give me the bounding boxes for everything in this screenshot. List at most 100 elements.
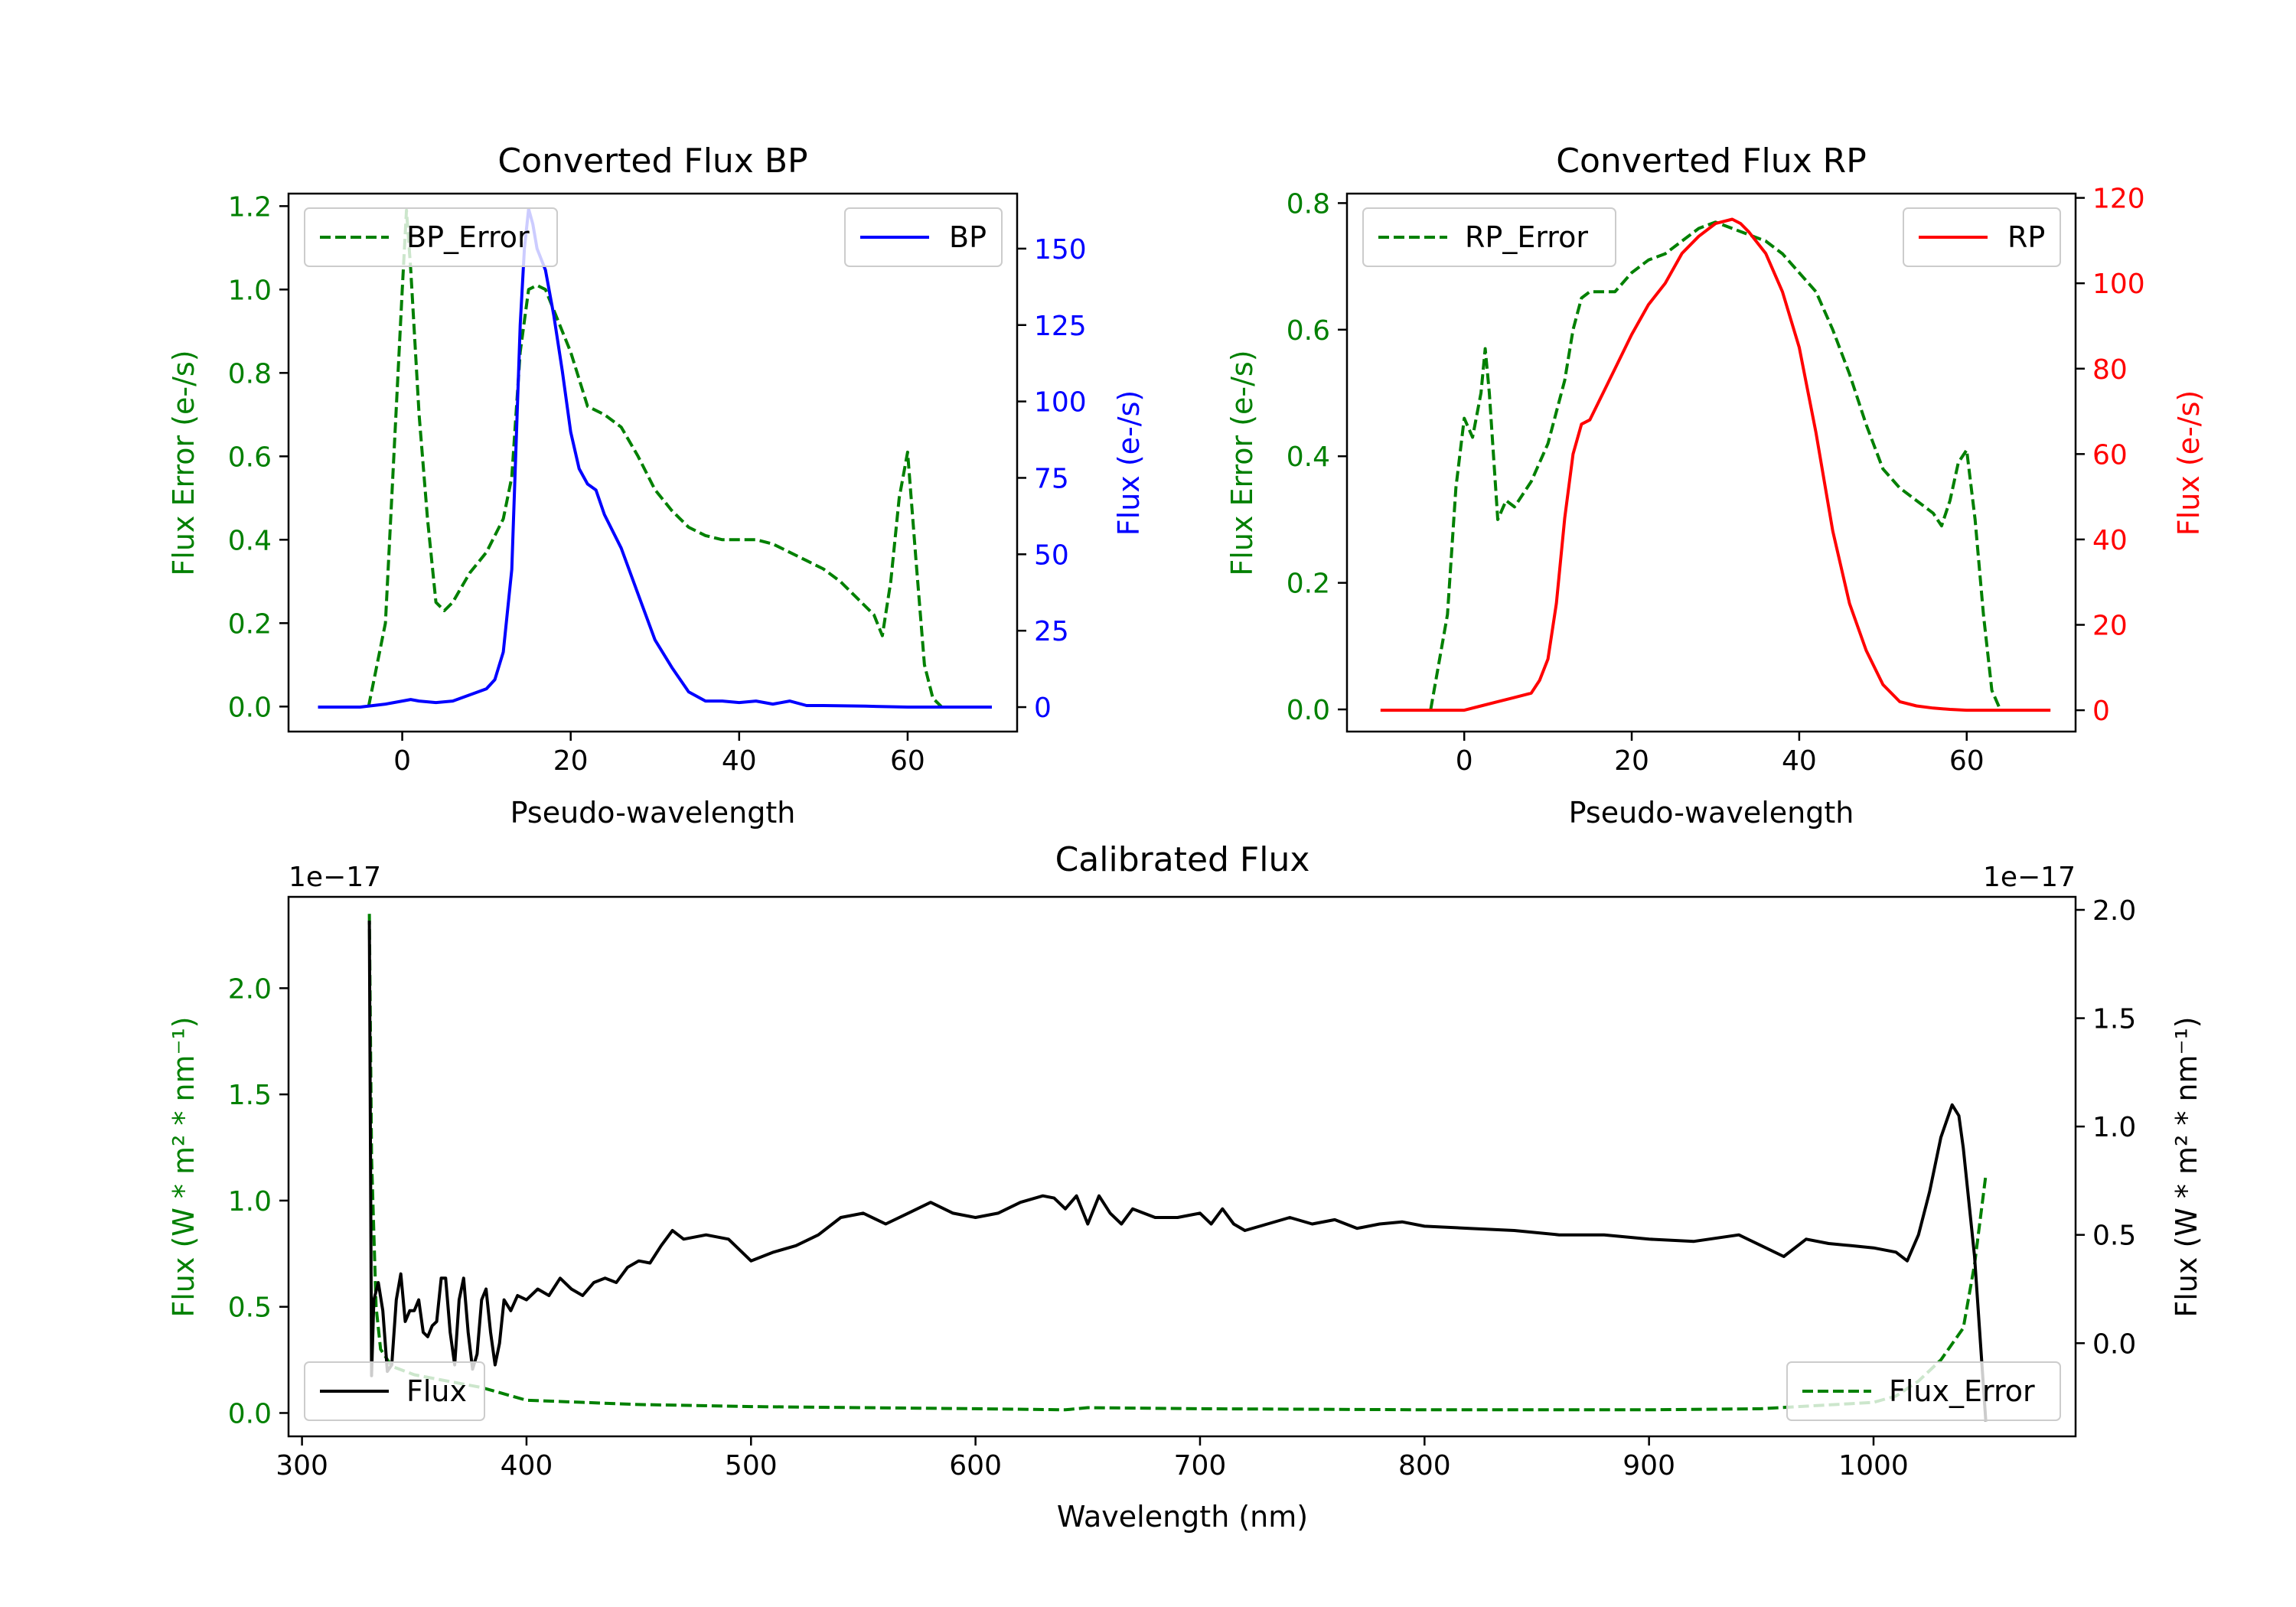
cal-ytick-left-label: 0.0 [228,1398,272,1429]
rp-ylabel-left: Flux Error (e-/s) [1225,350,1259,575]
panel-calibrated: Calibrated Flux Wavelength (nm) Flux (W … [167,840,2203,1534]
bp-legend-error: BP_Error [304,207,558,267]
bp-legend-flux-label: BP [949,220,987,254]
bp-ytick-right-label: 125 [1034,311,1087,342]
rp-yticks-left: 0.0 0.2 0.4 0.6 0.8 [1287,188,1347,726]
bp-xtick-label: 20 [553,745,589,777]
bp-ytick-right-label: 100 [1034,387,1087,419]
rp-ytick-right-label: 80 [2092,354,2128,386]
rp-legend-error: RP_Error [1362,207,1616,267]
bp-axes-frame [287,192,1019,733]
rp-ytick-left-label: 0.0 [1287,695,1330,726]
cal-ytick-right-label: 1.5 [2092,1004,2136,1035]
cal-offset-right: 1e−17 [1983,862,2076,893]
rp-yticks-right: 0 20 40 60 80 100 120 [2076,184,2145,727]
bp-ylabel-left: Flux Error (e-/s) [167,350,201,575]
rp-series-rp-error [1429,220,2002,710]
cal-xticks: 300 400 500 600 700 800 900 1000 [276,1436,1909,1482]
cal-ytick-left-label: 2.0 [228,973,272,1005]
bp-title: Converted Flux BP [497,142,807,181]
cal-xtick-label: 700 [1174,1450,1227,1482]
rp-legend-flux-label: RP [2007,220,2045,254]
cal-ylabel-left: Flux (W * m² * nm⁻¹) [167,1016,201,1317]
cal-xtick-label: 600 [949,1450,1002,1482]
rp-axes-frame [1345,192,2077,733]
bp-series-bp-error [367,208,943,708]
cal-legend-error-box [1786,1361,2061,1421]
cal-axes-frame [287,895,2077,1438]
cal-yticks-right: 0.0 0.5 1.0 1.5 2.0 [2076,895,2136,1360]
rp-ytick-left-label: 0.4 [1287,442,1330,473]
cal-xlabel: Wavelength (nm) [1057,1500,1308,1534]
rp-ytick-right-label: 20 [2092,611,2128,642]
rp-legend-flux: RP [1903,207,2061,267]
cal-title: Calibrated Flux [1055,840,1310,879]
bp-yticks-left: 0.0 0.2 0.4 0.6 0.8 1.0 1.2 [228,191,289,723]
bp-xtick-label: 60 [890,745,925,777]
cal-ytick-right-label: 0.5 [2092,1221,2136,1252]
rp-xtick-label: 40 [1782,745,1817,777]
bp-legend-error-box [304,207,558,267]
bp-ytick-left-label: 1.2 [228,191,272,223]
cal-ytick-left-label: 0.5 [228,1292,272,1324]
cal-xtick-label: 300 [276,1450,328,1482]
cal-ytick-right-label: 2.0 [2092,895,2136,927]
rp-ytick-right-label: 120 [2092,184,2145,215]
bp-ytick-left-label: 0.0 [228,692,272,723]
cal-legend-flux-label: Flux [406,1374,467,1408]
rp-ylabel-right: Flux (e-/s) [2172,390,2206,536]
cal-yticks-left: 0.0 0.5 1.0 1.5 2.0 [228,973,289,1429]
bp-ytick-right-label: 150 [1034,234,1087,266]
bp-xtick-label: 40 [722,745,757,777]
bp-legend-flux: BP [844,207,1003,267]
bp-legend-error-label: BP_Error [406,220,530,254]
cal-xtick-label: 1000 [1838,1450,1909,1482]
rp-xticks: 0 20 40 60 [1456,732,1985,777]
rp-series-rp [1380,217,2051,712]
bp-xtick-label: 0 [393,745,411,777]
bp-ytick-right-label: 0 [1034,693,1052,724]
bp-xticks: 0 20 40 60 [393,732,925,777]
cal-ytick-right-label: 0.0 [2092,1328,2136,1360]
rp-legend-error-box [1362,207,1616,267]
rp-plot-area [1380,217,2051,712]
rp-ytick-right-label: 0 [2092,696,2110,727]
rp-legend-error-label: RP_Error [1465,220,1588,254]
bp-ytick-left-label: 0.4 [228,525,272,556]
rp-ytick-right-label: 60 [2092,439,2128,471]
rp-xtick-label: 60 [1949,745,1985,777]
rp-ytick-left-label: 0.6 [1287,315,1330,347]
bp-ytick-right-label: 50 [1034,539,1069,571]
bp-ytick-left-label: 0.2 [228,608,272,640]
bp-ytick-left-label: 0.6 [228,442,272,473]
cal-xtick-label: 900 [1623,1450,1675,1482]
bp-ytick-right-label: 75 [1034,463,1069,494]
cal-series-flux [367,921,1988,1422]
cal-ytick-left-label: 1.0 [228,1186,272,1217]
rp-ytick-left-label: 0.8 [1287,188,1330,220]
cal-legend-flux: Flux [304,1361,485,1421]
rp-xtick-label: 20 [1614,745,1649,777]
panel-bp: Converted Flux BP Pseudo-wavelength Flux… [167,142,1146,830]
bp-yticks-right: 0 25 50 75 100 125 150 [1017,234,1087,724]
cal-legend-error-label: Flux_Error [1889,1374,2035,1408]
cal-ylabel-right: Flux (W * m² * nm⁻¹) [2170,1016,2203,1317]
bp-ytick-left-label: 1.0 [228,275,272,306]
bp-ytick-right-label: 25 [1034,616,1069,647]
rp-xtick-label: 0 [1456,745,1473,777]
bp-ytick-left-label: 0.8 [228,358,272,390]
bp-series-bp [318,207,992,709]
cal-legend-flux-box [304,1361,485,1421]
rp-title: Converted Flux RP [1556,142,1867,181]
cal-legend-error: Flux_Error [1786,1361,2061,1421]
rp-ytick-right-label: 40 [2092,525,2128,556]
bp-xlabel: Pseudo-wavelength [510,796,796,830]
rp-ytick-right-label: 100 [2092,269,2145,300]
rp-xlabel: Pseudo-wavelength [1569,796,1854,830]
panel-rp: Converted Flux RP Pseudo-wavelength Flux… [1225,142,2206,830]
rp-ytick-left-label: 0.2 [1287,569,1330,600]
cal-xtick-label: 400 [501,1450,553,1482]
cal-xtick-label: 500 [725,1450,778,1482]
